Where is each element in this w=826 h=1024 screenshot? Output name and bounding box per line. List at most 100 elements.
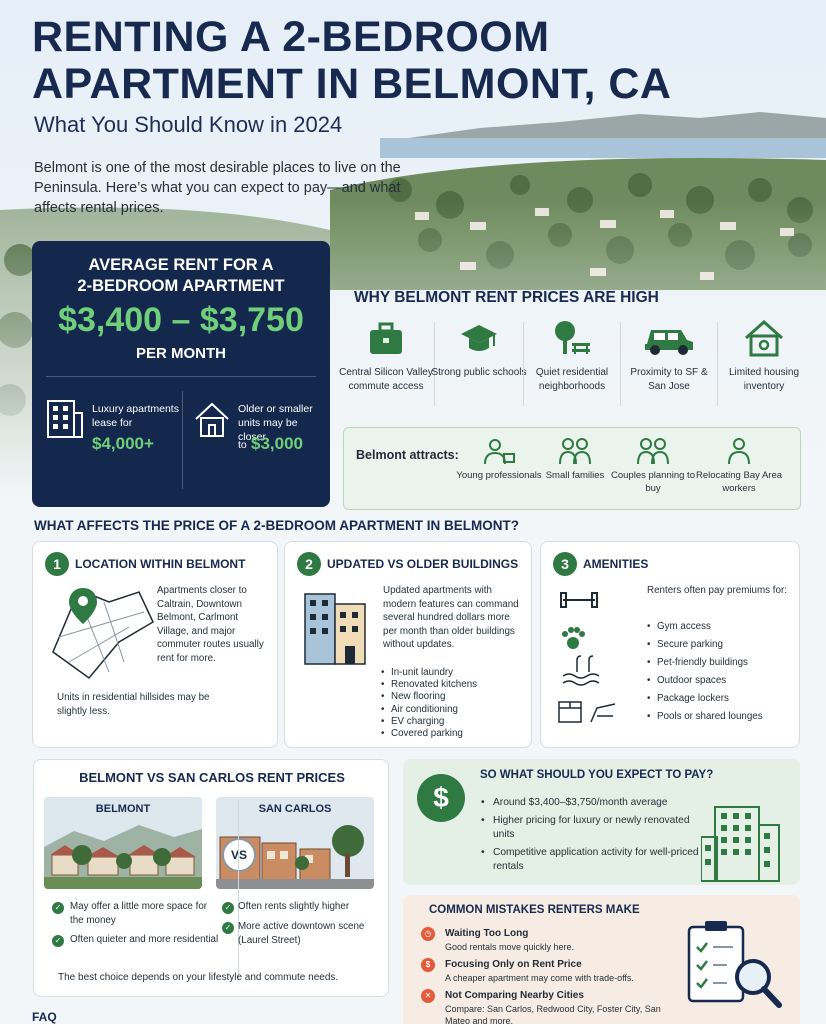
car-icon <box>645 330 693 355</box>
attracts-item: Young professionals <box>454 436 544 482</box>
list-item: In-unit laundry <box>381 667 521 679</box>
mistakes-heading: COMMON MISTAKES RENTERS MAKE <box>429 904 640 916</box>
divider <box>182 391 183 489</box>
list-item: Covered parking <box>381 728 521 740</box>
list-item: Higher pricing for luxury or newly renov… <box>481 814 701 842</box>
list-item: Around $3,400–$3,750/month average <box>481 796 701 810</box>
list-item: Gym access <box>647 618 797 636</box>
location-text: Apartments closer to Caltrain, Downtown … <box>157 585 264 664</box>
buildings-card-title: UPDATED VS OLDER BUILDINGS <box>327 557 519 571</box>
list-item: Pet-friendly buildings <box>647 654 797 672</box>
title-line-2: APARTMENT IN BELMONT, CA <box>32 60 672 108</box>
amenities-list: Gym access Secure parking Pet-friendly b… <box>647 618 797 726</box>
mistake-title: Focusing Only on Rent Price <box>445 959 582 970</box>
list-item: Renovated kitchens <box>381 679 521 691</box>
map-pin-icon <box>52 588 154 680</box>
list-item: Outdoor spaces <box>647 672 797 690</box>
compare-heading: BELMONT VS SAN CARLOS RENT PRICES <box>79 770 345 785</box>
per-month-label: PER MONTH <box>136 345 226 362</box>
x-icon: ✕ <box>421 989 435 1003</box>
average-rent-heading: AVERAGE RENT FOR A 2-BEDROOM APARTMENT <box>77 256 285 295</box>
divider <box>717 322 718 406</box>
why-item: Strong public schools <box>431 318 527 380</box>
mistake-title: Waiting Too Long <box>445 928 529 939</box>
buildings-icon <box>304 593 366 665</box>
amenities-icons <box>558 592 616 723</box>
list-item: Package lockers <box>647 690 797 708</box>
san-carlos-point: Often rents slightly higher <box>238 901 350 912</box>
page-title: RENTING A 2-BEDROOM APARTMENT IN BELMONT… <box>32 14 671 108</box>
average-rent-card: AVERAGE RENT FOR A 2-BEDROOM APARTMENT $… <box>32 241 330 507</box>
dollar-icon: $ <box>417 774 465 822</box>
luxury-value: $4,000+ <box>92 434 154 453</box>
family-icon <box>559 438 591 465</box>
building-features-list: In-unit laundry Renovated kitchens New f… <box>381 667 521 740</box>
vs-badge: VS <box>222 838 256 872</box>
divider <box>523 322 524 406</box>
attracts-item: Couples planning to buy <box>608 436 698 495</box>
amenities-card: 3 AMENITIES Renters often pay premiums f… <box>540 541 800 748</box>
graduation-cap-icon <box>461 325 497 351</box>
san-carlos-point: More active downtown scene (Laurel Stree… <box>238 921 365 946</box>
divider <box>238 800 239 980</box>
attracts-item: Relocating Bay Area workers <box>694 436 784 495</box>
amenities-card-title: AMENITIES <box>583 557 649 571</box>
dollar-icon: $ <box>421 958 435 972</box>
affects-heading: WHAT AFFECTS THE PRICE OF A 2-BEDROOM AP… <box>34 518 519 533</box>
average-rent-price: $3,400 – $3,750 <box>58 301 304 339</box>
belmont-label: BELMONT <box>95 803 151 815</box>
amenities-intro: Renters often pay premiums for: <box>647 585 787 596</box>
luxury-text: Luxury apartments lease for <box>92 403 179 429</box>
why-item: Central Silicon Valley commute access <box>338 318 434 394</box>
location-note: Units in residential hillsides may be sl… <box>57 692 210 717</box>
list-item: Competitive application activity for wel… <box>481 846 701 874</box>
belmont-vs-san-carlos-card: BELMONT VS SAN CARLOS RENT PRICES BELMON… <box>33 759 389 997</box>
attracts-item: Small families <box>530 436 620 482</box>
house-icon <box>745 319 783 357</box>
clock-icon: ◷ <box>421 927 435 941</box>
step-number: 3 <box>553 552 577 576</box>
house-outline-icon <box>195 402 229 437</box>
location-card-title: LOCATION WITHIN BELMONT <box>75 557 246 571</box>
common-mistakes-card: COMMON MISTAKES RENTERS MAKE ◷ Waiting T… <box>403 895 800 1024</box>
why-high-heading: WHY BELMONT RENT PRICES ARE HIGH <box>354 289 659 306</box>
office-building-icon <box>701 806 780 882</box>
page-subtitle: What You Should Know in 2024 <box>34 112 343 137</box>
apartment-building-icon <box>47 400 83 438</box>
expect-heading: SO WHAT SHOULD YOU EXPECT TO PAY? <box>480 769 714 781</box>
list-item: Secure parking <box>647 636 797 654</box>
package-lounge-icon <box>558 701 616 723</box>
san-carlos-label: SAN CARLOS <box>258 803 332 815</box>
step-number: 1 <box>45 552 69 576</box>
briefcase-icon <box>370 322 402 354</box>
worker-icon <box>728 438 750 465</box>
mistake-title: Not Comparing Nearby Cities <box>445 990 584 1001</box>
buildings-text: Updated apartments with modern features … <box>383 585 519 650</box>
divider <box>434 322 435 406</box>
why-item: Proximity to SF & San Jose <box>621 318 717 394</box>
older-units-value: $3,000 <box>251 434 303 453</box>
divider <box>620 322 621 406</box>
expect-to-pay-card: $ SO WHAT SHOULD YOU EXPECT TO PAY? Arou… <box>403 759 800 885</box>
mistake-desc: A cheaper apartment may come with trade-… <box>445 973 634 983</box>
why-item: Limited housing inventory <box>716 318 812 394</box>
pool-icon <box>562 655 600 686</box>
compare-footer: The best choice depends on your lifestyl… <box>58 972 339 983</box>
belmont-illustration: BELMONT <box>44 797 202 889</box>
tree-bench-icon <box>555 321 590 354</box>
belmont-point: May offer a little more space for the mo… <box>70 901 208 926</box>
faq-heading: FAQ <box>32 1010 57 1024</box>
why-item: Quiet residential neighborhoods <box>524 318 620 394</box>
title-line-1: RENTING A 2-BEDROOM <box>32 13 550 61</box>
couple-icon <box>637 438 669 465</box>
mistake-desc: Good rentals move quickly here. <box>445 942 575 952</box>
attracts-label: Belmont attracts: <box>356 448 459 462</box>
paw-icon <box>562 627 585 649</box>
intro-paragraph: Belmont is one of the most desirable pla… <box>34 160 401 216</box>
mistake-desc: Compare: San Carlos, Redwood City, Foste… <box>445 1004 661 1024</box>
dumbbell-icon <box>560 592 598 608</box>
list-item: EV charging <box>381 716 521 728</box>
list-item: New flooring <box>381 691 521 703</box>
list-item: Pools or shared lounges <box>647 708 797 726</box>
check-icon: ✓ <box>52 902 64 914</box>
